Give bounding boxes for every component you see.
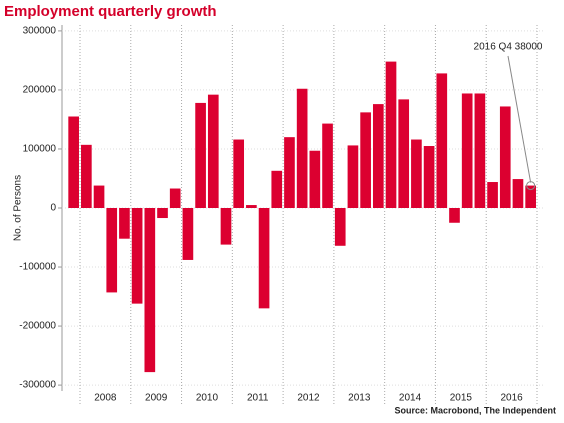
- y-tick-label: -300000: [19, 380, 56, 391]
- bar: [487, 182, 498, 208]
- bar: [68, 116, 79, 208]
- bar: [284, 137, 295, 208]
- bar: [474, 93, 486, 208]
- bar: [131, 208, 143, 304]
- bar: [411, 139, 422, 208]
- bar: [449, 208, 460, 223]
- annotation: 2016 Q4 38000: [474, 42, 543, 53]
- x-tick-label: 2011: [247, 393, 269, 404]
- y-tick-label: -200000: [19, 321, 56, 332]
- bar: [372, 104, 384, 208]
- x-tick-label: 2015: [450, 393, 473, 404]
- bar: [207, 94, 219, 208]
- bar: [309, 150, 321, 208]
- bar: [461, 93, 473, 208]
- bar: [182, 208, 194, 260]
- chart-title: Employment quarterly growth: [4, 3, 217, 20]
- x-tick-label: 2009: [145, 393, 168, 404]
- source: Source: Macrobond, The Independent: [394, 405, 556, 415]
- x-tick-label: 2012: [297, 393, 320, 404]
- x-tick-label: 2016: [500, 393, 523, 404]
- bar: [157, 208, 168, 219]
- bar: [258, 208, 270, 309]
- bar: [334, 208, 346, 246]
- x-tick-label: 2010: [196, 393, 219, 404]
- bar: [93, 185, 105, 208]
- bar: [525, 185, 536, 208]
- annotation-leader: [507, 55, 532, 183]
- y-tick-label: 200000: [23, 85, 57, 96]
- x-tick-label: 2014: [399, 393, 422, 404]
- bar: [398, 99, 410, 208]
- y-tick-label: -100000: [19, 262, 56, 273]
- bar: [360, 112, 371, 208]
- bar: [144, 208, 156, 373]
- y-tick-label: 0: [50, 203, 56, 214]
- x-tick-label: 2013: [348, 393, 371, 404]
- bar: [195, 102, 206, 208]
- bar: [385, 61, 397, 208]
- y-tick-label: 100000: [23, 144, 57, 155]
- bar: [423, 146, 435, 208]
- bar: [220, 208, 232, 245]
- bar: [233, 139, 245, 208]
- bar: [347, 145, 359, 208]
- bar: [246, 205, 257, 208]
- bar: [436, 73, 448, 208]
- annotation-marker: [526, 181, 536, 191]
- bar: [322, 123, 333, 208]
- bar: [296, 88, 308, 208]
- bar: [106, 208, 118, 293]
- bar: [512, 179, 524, 208]
- bar: [169, 188, 181, 208]
- bar: [271, 170, 283, 208]
- bar: [119, 208, 130, 239]
- bar: [499, 106, 511, 208]
- y-tick-label: 300000: [23, 26, 57, 37]
- bar: [81, 144, 92, 208]
- x-tick-label: 2008: [94, 393, 117, 404]
- y-axis-label: No. of Persons: [13, 175, 24, 241]
